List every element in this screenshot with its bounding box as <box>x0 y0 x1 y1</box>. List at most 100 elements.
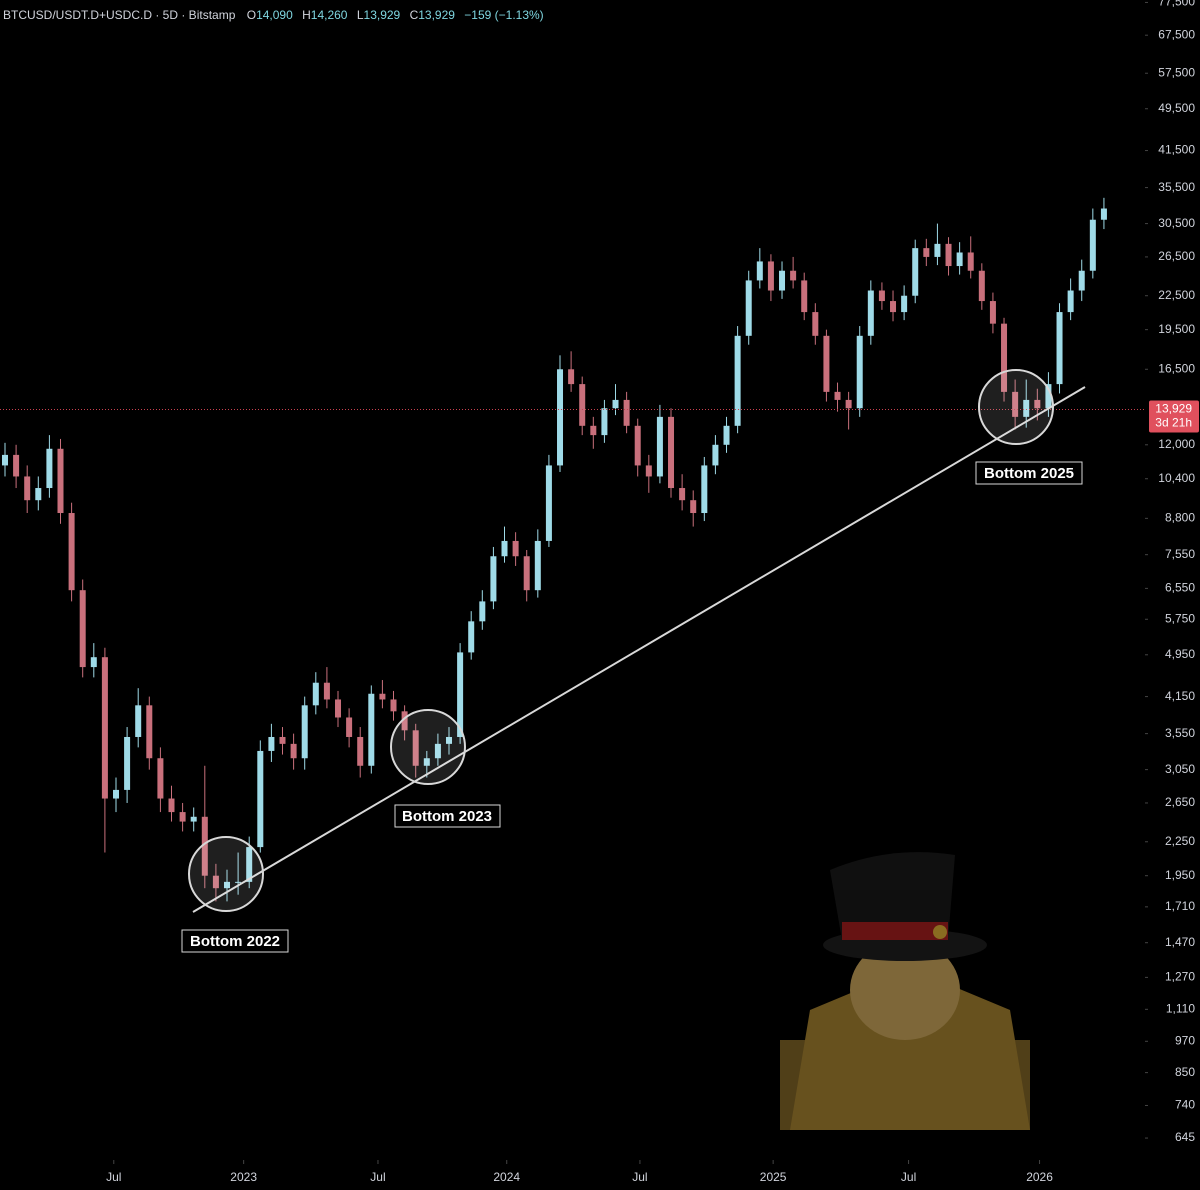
last-price-label: 13,929 <box>1155 402 1192 416</box>
candle-body <box>623 399 630 426</box>
candle-body <box>923 248 930 257</box>
ohlc-key: O <box>247 8 256 22</box>
candle-body <box>501 540 508 557</box>
mascot-face <box>850 940 960 1040</box>
candle-body <box>967 252 974 271</box>
candle-body <box>1089 219 1096 271</box>
candle-body <box>1045 384 1052 409</box>
y-tick-label: 12,000 <box>1158 437 1195 451</box>
y-tick-label: 67,500 <box>1158 27 1195 41</box>
candle-body <box>279 736 286 744</box>
mascot-coin <box>933 925 947 939</box>
candle-body <box>390 699 397 712</box>
candle-body <box>68 513 75 591</box>
x-tick-label: 2023 <box>230 1170 257 1184</box>
candle-body <box>301 705 308 759</box>
candle-body <box>268 736 275 751</box>
candle-body <box>679 488 686 501</box>
candle-body <box>656 416 663 477</box>
candle-body <box>401 711 408 731</box>
candle-body <box>446 736 453 744</box>
candle-body <box>423 758 430 766</box>
candle-body <box>146 705 153 759</box>
ohlc-key: L <box>357 8 364 22</box>
candle-body <box>468 621 475 653</box>
bottom-circle <box>978 369 1054 445</box>
mascot-hat <box>830 852 955 940</box>
header: BTCUSD/USDT.D+USDC.D · 5D · Bitstamp O14… <box>3 8 544 22</box>
ohlc-key: C <box>410 8 419 22</box>
candle-body <box>557 369 564 466</box>
y-tick-label: 1,950 <box>1165 868 1195 882</box>
candle-body <box>1100 208 1107 220</box>
y-tick-label: 10,400 <box>1158 471 1195 485</box>
y-tick-label: 57,500 <box>1158 65 1195 79</box>
candle-body <box>135 705 142 737</box>
candle-body <box>867 290 874 336</box>
y-tick-label: 22,500 <box>1158 288 1195 302</box>
y-tick-label: 4,150 <box>1165 689 1195 703</box>
candle-body <box>357 736 364 766</box>
x-tick-label: 2025 <box>760 1170 787 1184</box>
x-tick-label: Jul <box>901 1170 916 1184</box>
candle-body <box>1034 399 1041 409</box>
candle-body <box>956 252 963 267</box>
last-price-box <box>1149 400 1199 433</box>
candle-body <box>479 601 486 622</box>
candle-body <box>512 540 519 557</box>
candle-body <box>379 693 386 700</box>
candle-body <box>1067 290 1074 313</box>
candle-body <box>734 335 741 426</box>
candle-body <box>224 881 231 889</box>
y-tick-label: 35,500 <box>1158 180 1195 194</box>
candle-body <box>323 682 330 700</box>
candle-body <box>945 243 952 267</box>
y-tick-label: 41,500 <box>1158 143 1195 157</box>
plot <box>0 197 1145 902</box>
candle-body <box>756 261 763 281</box>
candle-body <box>901 295 908 313</box>
change: −159 (−1.13%) <box>464 8 543 22</box>
y-tick-label: 740 <box>1175 1098 1195 1112</box>
candle-body <box>779 270 786 291</box>
y-tick-label: 1,470 <box>1165 935 1195 949</box>
y-tick-label: 6,550 <box>1165 581 1195 595</box>
candle-body <box>912 248 919 296</box>
candle-body <box>201 816 208 876</box>
candle-body <box>890 301 897 313</box>
candle-body <box>124 736 131 790</box>
candle-body <box>235 881 242 883</box>
annotation-box <box>394 804 501 828</box>
countdown: 3d 21h <box>1155 416 1192 430</box>
candle-body <box>90 657 97 668</box>
y-tick-label: 645 <box>1175 1130 1195 1144</box>
candle-body <box>490 556 497 602</box>
y-tick-label: 5,750 <box>1165 611 1195 625</box>
candle-body <box>1012 391 1019 417</box>
candle-body <box>1056 312 1063 385</box>
ohlc-value: 13,929 <box>364 8 401 22</box>
candle-body <box>579 384 586 426</box>
candle-body <box>834 391 841 400</box>
y-tick-label: 77,500 <box>1158 0 1195 9</box>
y-tick-label: 850 <box>1175 1065 1195 1079</box>
candle-body <box>801 280 808 313</box>
trend-line <box>192 386 1086 913</box>
candle-body <box>723 425 730 445</box>
candle-body <box>457 652 464 737</box>
mascot-coat <box>790 985 1030 1130</box>
candle-body <box>212 875 219 889</box>
candle-body <box>368 693 375 766</box>
candle-body <box>612 399 619 409</box>
candle-body <box>701 465 708 514</box>
candle-body <box>790 270 797 281</box>
ohlc-value: 13,929 <box>418 8 455 22</box>
candle-body <box>590 425 597 436</box>
annotation: Bottom 2022 <box>190 933 280 950</box>
candle-body <box>767 261 774 291</box>
bottom-circle <box>390 709 466 785</box>
candle-body <box>568 369 575 385</box>
candle-body <box>1078 270 1085 291</box>
candle-body <box>534 540 541 591</box>
y-tick-label: 3,550 <box>1165 726 1195 740</box>
